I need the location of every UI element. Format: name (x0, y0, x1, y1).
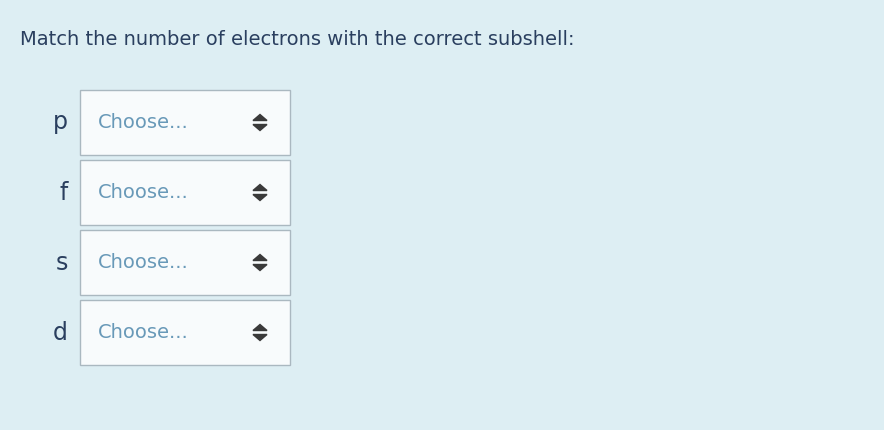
Text: Choose...: Choose... (98, 253, 189, 272)
FancyBboxPatch shape (80, 160, 290, 225)
FancyBboxPatch shape (80, 300, 290, 365)
FancyBboxPatch shape (80, 230, 290, 295)
Text: f: f (59, 181, 68, 205)
Polygon shape (253, 335, 267, 341)
Text: p: p (53, 111, 68, 135)
Text: s: s (56, 251, 68, 274)
Text: d: d (53, 320, 68, 344)
Polygon shape (253, 125, 267, 130)
Text: Match the number of electrons with the correct subshell:: Match the number of electrons with the c… (20, 30, 575, 49)
FancyBboxPatch shape (80, 90, 290, 155)
Polygon shape (253, 114, 267, 120)
Text: Choose...: Choose... (98, 183, 189, 202)
Polygon shape (253, 264, 267, 270)
Polygon shape (253, 255, 267, 261)
Polygon shape (253, 194, 267, 200)
Text: Choose...: Choose... (98, 323, 189, 342)
Polygon shape (253, 184, 267, 190)
Text: Choose...: Choose... (98, 113, 189, 132)
Polygon shape (253, 325, 267, 331)
